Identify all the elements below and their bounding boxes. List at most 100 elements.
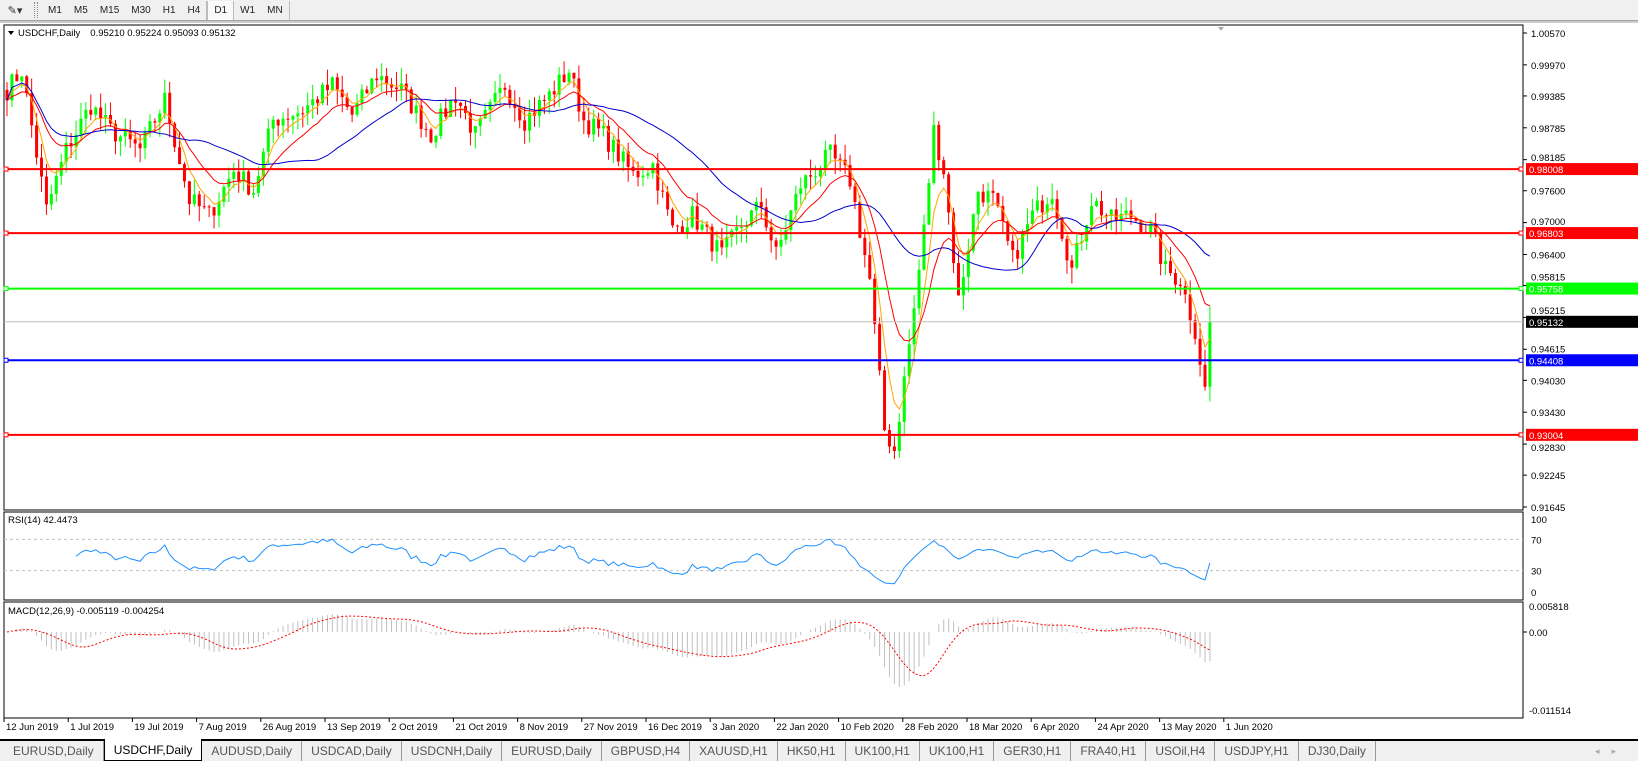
candle[interactable] (1183, 279, 1187, 304)
candle[interactable] (192, 180, 196, 207)
candle[interactable] (1124, 197, 1128, 219)
candle[interactable] (311, 84, 315, 119)
line-handle[interactable] (1518, 432, 1524, 438)
candle[interactable] (503, 82, 507, 98)
candle[interactable] (94, 106, 98, 121)
main-pane[interactable] (3, 24, 1524, 511)
candle[interactable] (690, 198, 694, 229)
candle[interactable] (1198, 323, 1202, 377)
candle[interactable] (276, 118, 280, 137)
candle[interactable] (562, 61, 566, 83)
candle[interactable] (735, 215, 739, 245)
candle[interactable] (261, 148, 265, 186)
candle[interactable] (429, 127, 433, 144)
chart-canvas[interactable]: 1.00570 0.99970 0.99385 0.98785 0.98185 0.976… (0, 0, 1638, 739)
candle[interactable] (518, 97, 522, 129)
timeframe-d1[interactable]: D1 (207, 0, 235, 20)
line-handle[interactable] (3, 166, 9, 172)
candle[interactable] (207, 204, 211, 218)
timeframe-w1[interactable]: W1 (240, 4, 256, 16)
chart-tab[interactable]: USOil,H4 (1146, 741, 1216, 761)
candle[interactable] (123, 118, 127, 147)
candle[interactable] (986, 182, 990, 216)
candle[interactable] (715, 231, 719, 264)
candle[interactable] (572, 72, 576, 88)
candle[interactable] (528, 99, 532, 143)
candle[interactable] (626, 142, 630, 182)
candle[interactable] (330, 76, 334, 92)
rsi-pane[interactable] (3, 511, 1524, 601)
candle[interactable] (833, 134, 837, 175)
candle[interactable] (961, 263, 965, 310)
candle[interactable] (271, 115, 275, 144)
candle[interactable] (252, 183, 255, 199)
timeframe-h4[interactable]: H4 (187, 4, 201, 16)
chart-tab[interactable]: FRA40,H1 (1071, 741, 1147, 761)
candle[interactable] (799, 177, 803, 205)
timeframe-m1[interactable]: M1 (48, 4, 62, 16)
candle[interactable] (1040, 194, 1044, 224)
candle[interactable] (1119, 203, 1123, 232)
candle[interactable] (459, 101, 463, 119)
candle[interactable] (695, 192, 699, 235)
candle[interactable] (301, 106, 305, 128)
candle[interactable] (20, 76, 24, 88)
candle[interactable] (1035, 186, 1039, 213)
candle[interactable] (138, 134, 142, 163)
chart-tab[interactable]: UK100,H1 (846, 741, 920, 761)
candle[interactable] (1055, 190, 1059, 229)
chart-tab[interactable]: USDCNH,Daily (402, 741, 503, 761)
candle[interactable] (434, 134, 438, 148)
collapse-triangle-icon[interactable] (8, 31, 14, 35)
line-handle[interactable] (1518, 166, 1524, 172)
candle[interactable] (1159, 229, 1163, 276)
candle[interactable] (1011, 234, 1015, 263)
chart-tab[interactable]: EURUSD,Daily (4, 741, 104, 761)
candle[interactable] (887, 424, 891, 454)
candle[interactable] (592, 109, 596, 142)
candle[interactable] (148, 114, 152, 138)
chart-tab[interactable]: XAUUSD,H1 (690, 741, 778, 761)
candle[interactable] (365, 85, 369, 94)
candle[interactable] (606, 119, 610, 160)
candle[interactable] (89, 94, 93, 121)
candle[interactable] (468, 98, 472, 146)
candle[interactable] (1104, 213, 1108, 230)
candle[interactable] (1065, 235, 1069, 274)
candle[interactable] (1070, 255, 1074, 284)
chart-tab[interactable]: GBPUSD,H4 (602, 741, 691, 761)
line-handle[interactable] (3, 432, 9, 438)
candle[interactable] (380, 63, 384, 92)
candle[interactable] (399, 68, 403, 101)
chart-tab[interactable]: USDCAD,Daily (302, 741, 402, 761)
line-handle[interactable] (1518, 286, 1524, 292)
candle[interactable] (1164, 248, 1168, 275)
candle[interactable] (296, 105, 300, 130)
candle[interactable] (523, 106, 527, 144)
timeframe-m5[interactable]: M5 (73, 4, 88, 16)
candle[interactable] (602, 114, 606, 137)
candle[interactable] (370, 77, 374, 95)
candle[interactable] (202, 195, 206, 210)
candle[interactable] (966, 238, 970, 293)
candle[interactable] (281, 112, 285, 139)
candle[interactable] (1203, 349, 1207, 391)
candle[interactable] (1080, 233, 1084, 251)
candle[interactable] (552, 80, 556, 108)
candle[interactable] (774, 237, 778, 260)
candle[interactable] (232, 162, 236, 189)
candle[interactable] (749, 209, 753, 228)
candle[interactable] (345, 92, 349, 111)
candle[interactable] (878, 317, 882, 376)
candle[interactable] (858, 195, 862, 239)
candle[interactable] (942, 156, 946, 179)
chart-tab[interactable]: HK50,H1 (778, 741, 846, 761)
candle[interactable] (424, 122, 428, 138)
timeframe-m30[interactable]: M30 (131, 4, 151, 16)
candle[interactable] (597, 112, 601, 137)
candle[interactable] (661, 180, 665, 198)
candle[interactable] (1016, 239, 1020, 269)
chart-tab[interactable]: USDCHF,Daily (103, 739, 203, 761)
candle[interactable] (64, 131, 68, 173)
candle[interactable] (222, 184, 226, 208)
